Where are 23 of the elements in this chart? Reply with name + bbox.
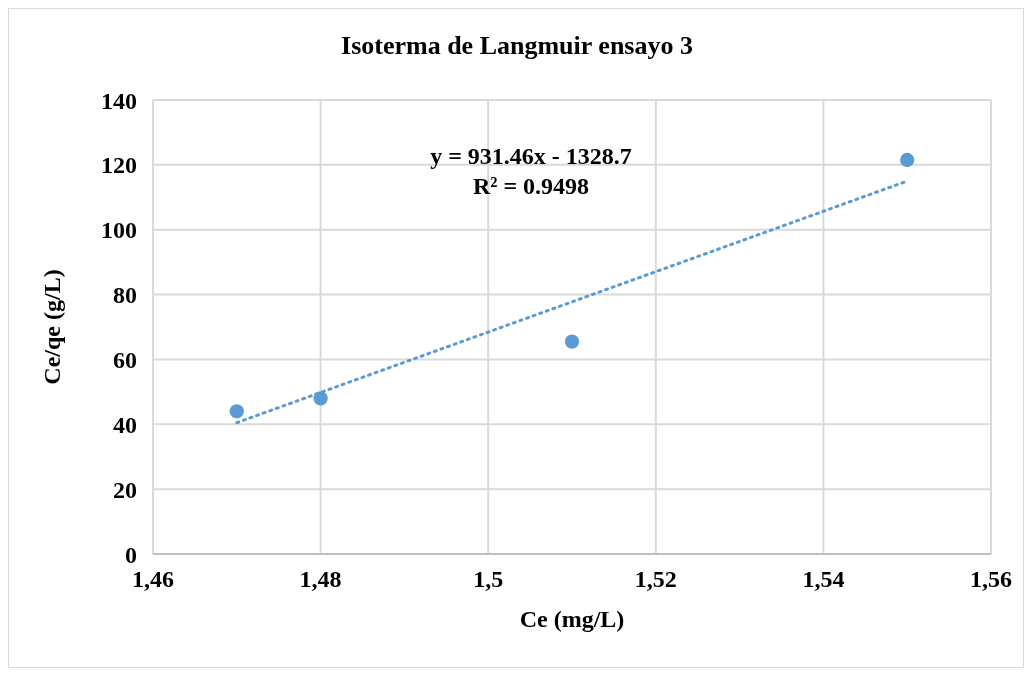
annotation: y = 931.46x - 1328.7 xyxy=(429,142,633,171)
chart-title: Isoterma de Langmuir ensayo 3 xyxy=(340,31,694,61)
y-tick-label: 60 xyxy=(113,346,137,373)
x-tick-label: 1,56 xyxy=(970,566,1012,593)
y-tick-label: 140 xyxy=(101,87,137,114)
point xyxy=(229,404,244,419)
x-tick-label: 1,54 xyxy=(802,566,845,593)
y-tick-label: 20 xyxy=(113,476,137,503)
y-axis-title: Ce/qe (g/L) xyxy=(38,269,65,385)
y-tick-label: 120 xyxy=(101,152,137,179)
x-tick-label: 1,48 xyxy=(299,566,342,593)
point xyxy=(313,391,328,406)
point xyxy=(900,152,915,168)
x-tick-label: 1,5 xyxy=(473,566,504,593)
point xyxy=(564,334,580,349)
x-tick-label: 1,52 xyxy=(634,566,677,593)
x-axis-title: Ce (mg/L) xyxy=(519,606,625,632)
y-tick-label: 80 xyxy=(113,282,137,309)
y-tick-label: 40 xyxy=(113,411,137,438)
y-tick-label: 0 xyxy=(125,541,137,568)
annotation: R² = 0.9498 xyxy=(471,172,591,201)
y-tick-label: 100 xyxy=(101,217,137,244)
x-tick-label: 1,46 xyxy=(132,566,174,593)
